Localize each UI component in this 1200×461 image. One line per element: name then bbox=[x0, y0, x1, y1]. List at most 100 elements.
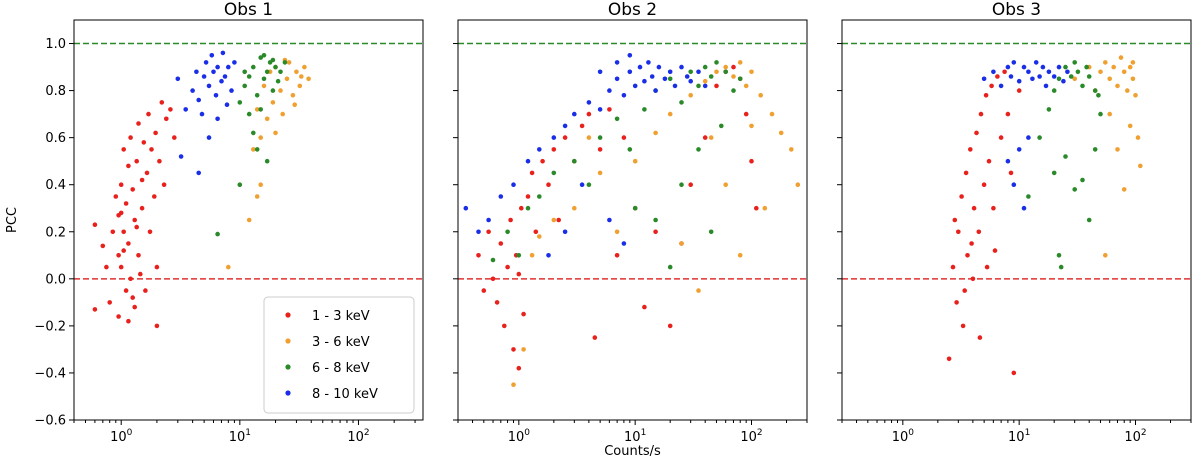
data-point bbox=[1021, 64, 1027, 70]
panel-title: Obs 1 bbox=[224, 0, 273, 20]
data-point bbox=[572, 205, 577, 211]
data-point bbox=[246, 217, 252, 223]
data-point bbox=[498, 194, 504, 199]
x-tick-label: 101 bbox=[229, 428, 251, 445]
data-point bbox=[1011, 182, 1017, 187]
data-point bbox=[1115, 83, 1120, 89]
data-point bbox=[1127, 123, 1133, 129]
data-point bbox=[213, 93, 219, 98]
data-point bbox=[490, 276, 496, 282]
data-point bbox=[206, 83, 212, 89]
data-point bbox=[209, 53, 215, 58]
data-point bbox=[754, 205, 759, 211]
x-tick-label: 102 bbox=[1124, 428, 1146, 445]
data-point bbox=[147, 229, 153, 235]
data-point bbox=[508, 217, 513, 223]
data-point bbox=[795, 182, 801, 187]
data-point bbox=[92, 307, 98, 312]
data-point bbox=[1133, 93, 1138, 98]
panel-3: 100 101 102 Obs 3 bbox=[837, 0, 1192, 445]
data-point bbox=[175, 76, 181, 82]
data-point bbox=[723, 182, 728, 187]
data-point bbox=[749, 123, 754, 129]
data-point bbox=[991, 205, 996, 211]
data-point bbox=[294, 69, 299, 75]
data-point bbox=[688, 69, 693, 75]
data-point bbox=[981, 182, 987, 187]
data-point bbox=[254, 107, 260, 112]
data-point bbox=[1063, 64, 1068, 70]
data-point bbox=[264, 69, 270, 75]
data-point bbox=[1107, 76, 1112, 82]
data-point bbox=[1030, 76, 1035, 82]
data-point bbox=[203, 60, 209, 65]
data-point bbox=[516, 253, 522, 258]
legend-entry: 3 - 6 keV bbox=[312, 335, 370, 350]
data-point bbox=[226, 64, 231, 70]
data-point bbox=[132, 217, 137, 223]
data-point bbox=[92, 222, 98, 227]
data-point bbox=[737, 253, 743, 258]
data-point bbox=[258, 182, 264, 187]
data-point bbox=[505, 229, 510, 235]
data-point bbox=[144, 170, 150, 176]
data-point bbox=[702, 83, 708, 89]
data-point bbox=[1138, 163, 1143, 169]
data-point bbox=[1130, 76, 1136, 82]
data-point bbox=[486, 217, 491, 223]
data-point bbox=[273, 64, 278, 70]
data-point bbox=[126, 318, 131, 324]
data-point bbox=[529, 253, 535, 258]
data-point bbox=[1005, 111, 1011, 117]
data-point bbox=[107, 300, 112, 305]
data-point bbox=[516, 271, 522, 277]
data-point bbox=[632, 158, 638, 164]
x-tick-label: 100 bbox=[892, 428, 915, 445]
panel-2: 100 101 102 Obs 2 Counts/s bbox=[453, 0, 808, 459]
data-point bbox=[702, 78, 708, 84]
data-point bbox=[540, 158, 545, 164]
data-point bbox=[1130, 60, 1136, 65]
data-point bbox=[1098, 69, 1103, 75]
data-point bbox=[1058, 264, 1064, 270]
data-point bbox=[954, 300, 959, 305]
data-point bbox=[1051, 74, 1057, 79]
legend-marker bbox=[285, 390, 291, 396]
y-tick-label: −0.6 bbox=[34, 414, 66, 429]
data-point bbox=[264, 116, 270, 122]
data-point bbox=[1107, 111, 1112, 117]
data-point bbox=[714, 83, 719, 89]
series-1 bbox=[226, 57, 311, 270]
data-point bbox=[551, 170, 557, 176]
data-point bbox=[134, 158, 139, 164]
data-point bbox=[991, 69, 996, 75]
data-point bbox=[242, 83, 247, 89]
data-point bbox=[194, 69, 199, 75]
legend-marker bbox=[285, 364, 291, 370]
series-1 bbox=[1072, 55, 1143, 258]
data-point bbox=[1072, 187, 1077, 192]
data-point bbox=[1005, 64, 1011, 70]
data-point bbox=[525, 158, 531, 164]
data-point bbox=[1072, 60, 1077, 65]
data-point bbox=[971, 205, 977, 211]
data-point bbox=[1118, 55, 1124, 60]
data-point bbox=[621, 93, 627, 98]
data-point bbox=[476, 253, 481, 258]
y-tick-label: 0.4 bbox=[45, 178, 66, 193]
data-point bbox=[1061, 78, 1066, 84]
data-point bbox=[183, 107, 188, 112]
data-point bbox=[1056, 64, 1062, 70]
x-axis-label: Counts/s bbox=[604, 444, 661, 459]
data-point bbox=[178, 154, 184, 159]
data-point bbox=[1051, 88, 1057, 93]
data-point bbox=[537, 147, 542, 152]
data-point bbox=[1002, 69, 1007, 75]
data-point bbox=[490, 257, 496, 263]
data-point bbox=[118, 182, 124, 187]
data-point bbox=[965, 253, 970, 258]
data-point bbox=[1026, 69, 1031, 75]
data-point bbox=[251, 147, 256, 152]
data-point bbox=[597, 147, 603, 152]
data-point bbox=[1086, 217, 1092, 223]
